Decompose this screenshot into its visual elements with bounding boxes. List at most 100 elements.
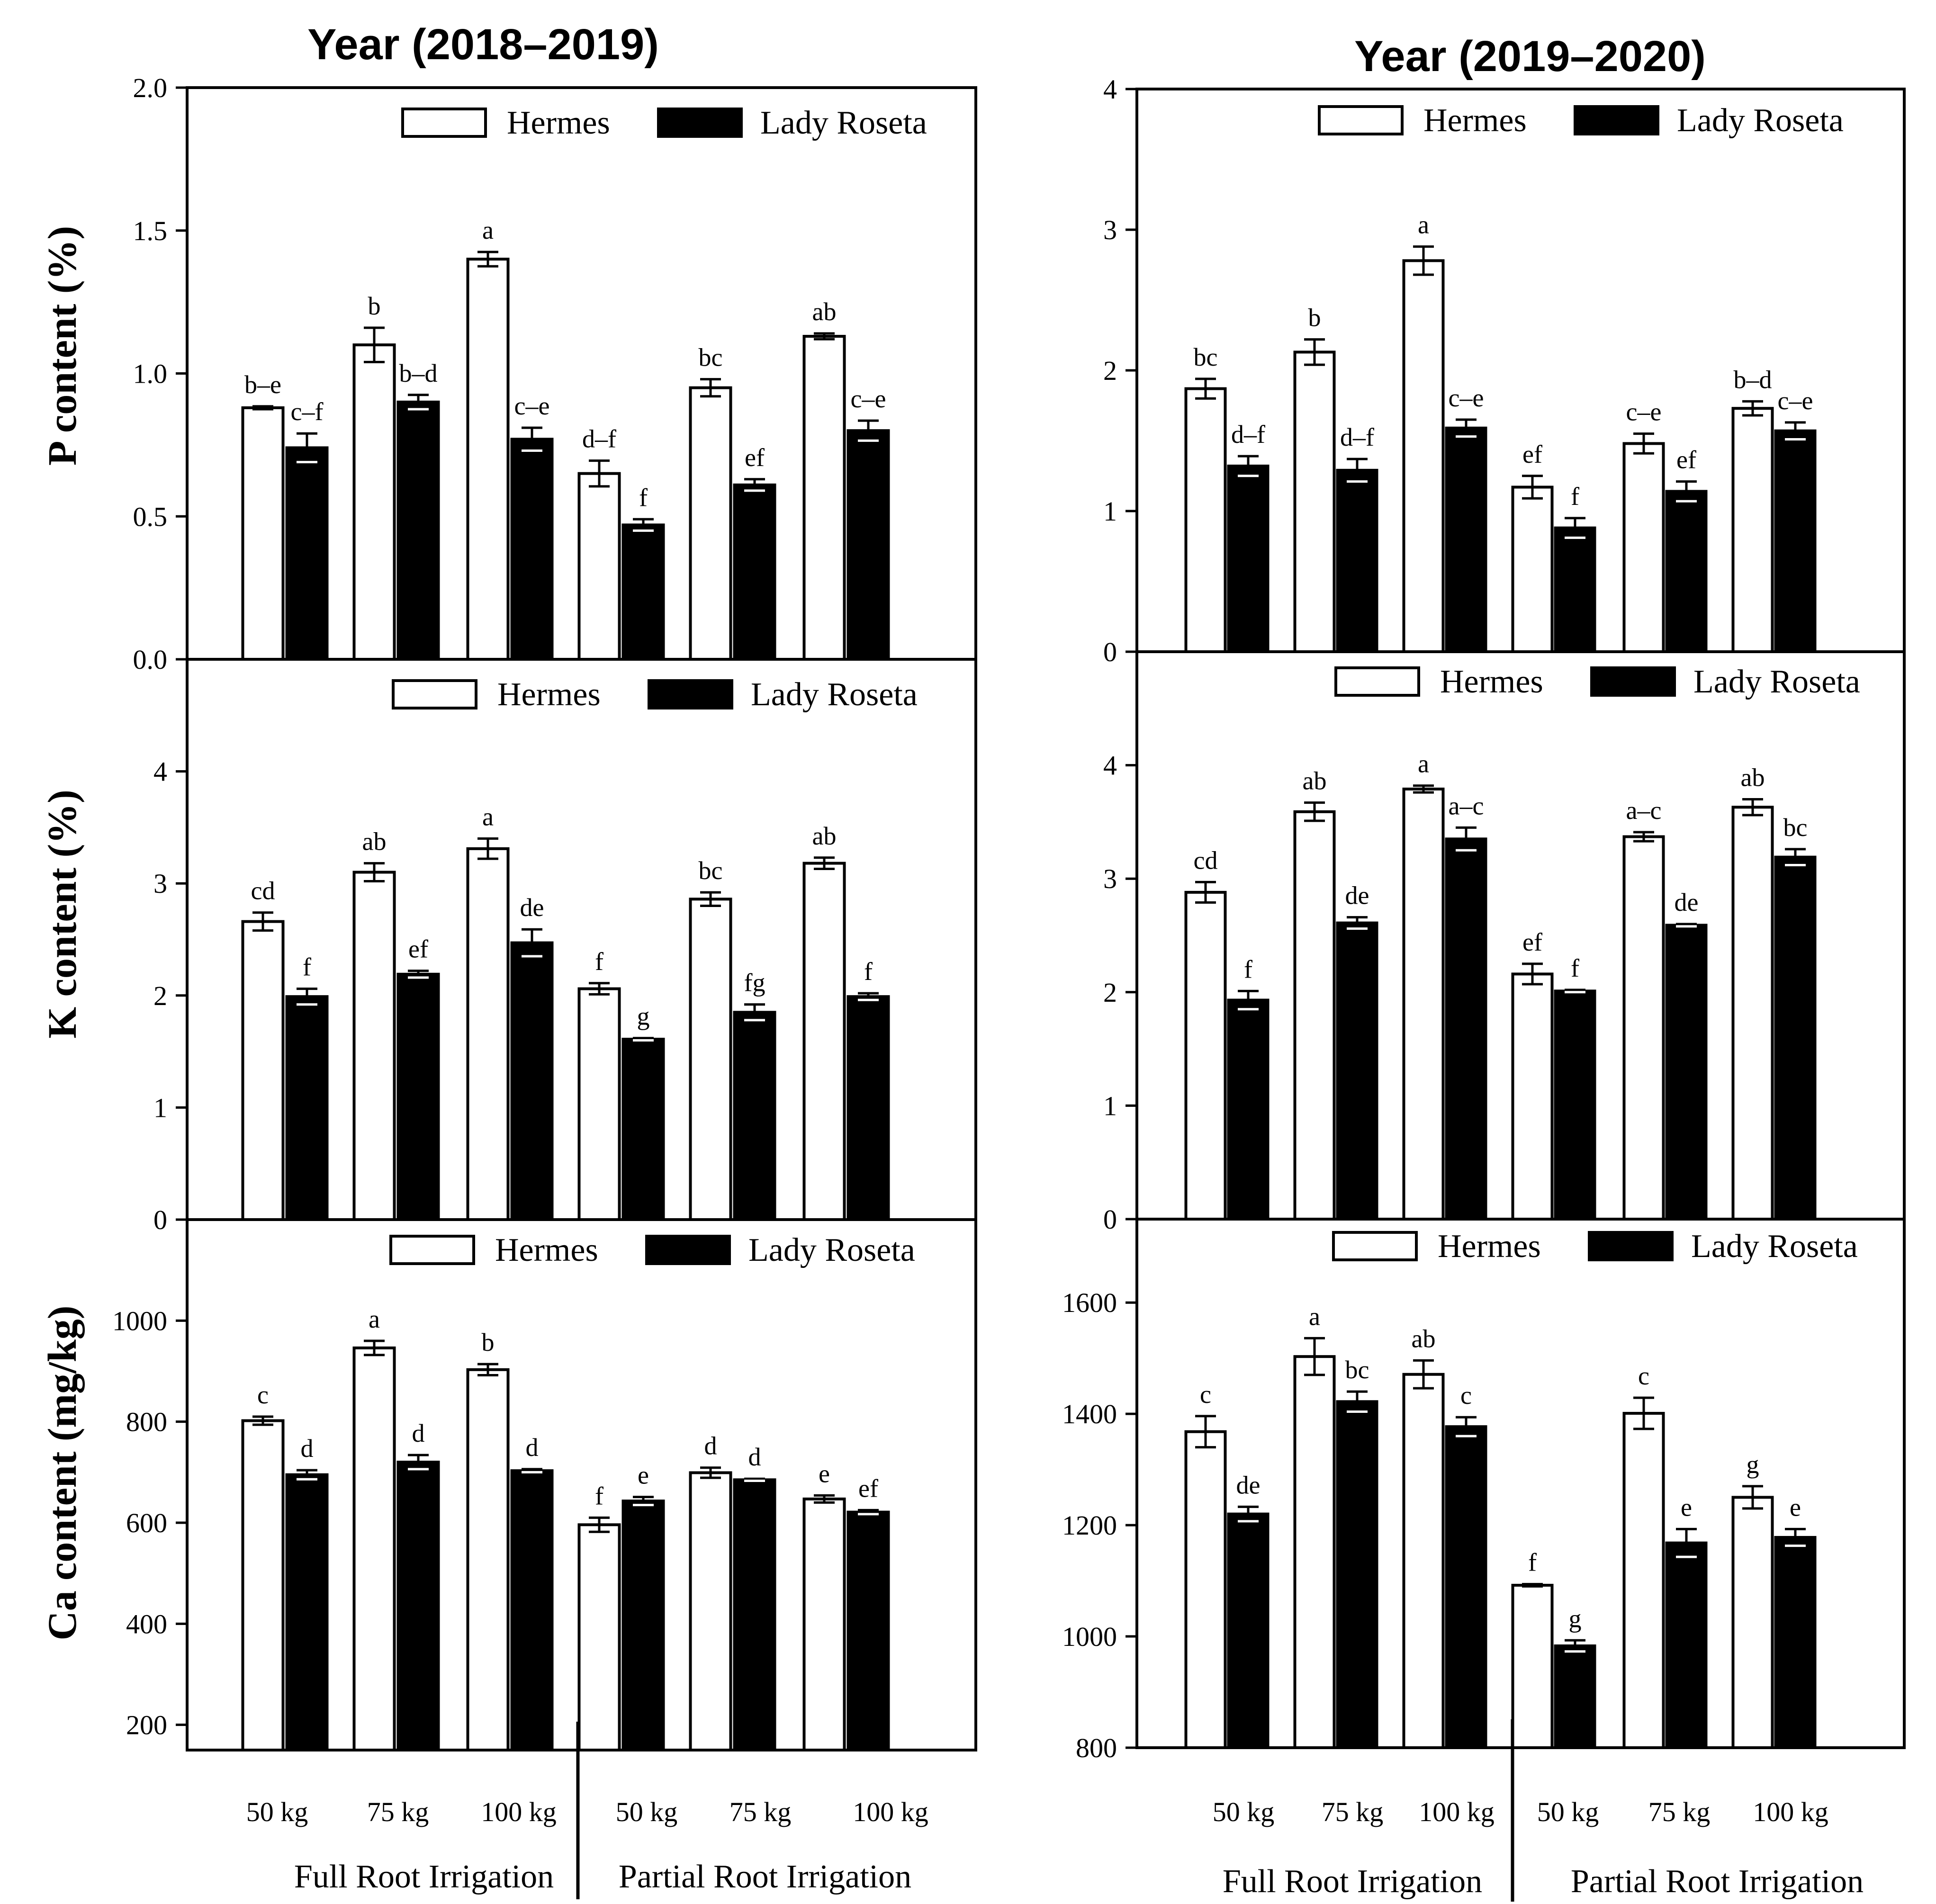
y-tick-label: 1200 [1062,1510,1117,1541]
legend-label-hermes: Hermes [495,1232,598,1268]
bar-lady-roseta [1336,1400,1378,1750]
y-tick-label: 2 [1103,355,1117,386]
legend-label-lady-roseta: Lady Roseta [748,1232,915,1268]
significance-label: a [482,216,494,244]
legend-swatch-lady-roseta [1574,105,1659,135]
y-tick-label: 4 [1103,74,1117,105]
significance-label: ef [1522,928,1542,956]
bar-lady-roseta [285,446,329,661]
bar-hermes [1184,890,1227,1221]
legend-swatch-hermes [1334,666,1420,697]
y-tick-label: 1000 [1062,1621,1117,1652]
significance-label: ab [812,822,837,850]
y-tick-label: 1600 [1062,1287,1117,1318]
legend-label-lady-roseta: Lady Roseta [760,105,927,141]
bar-hermes [352,1346,396,1751]
panel-0-0: 0.0 0.5 1.0 1.5 2.0 b–e b a d–f bc ab c–f b–d c–e f ef c… [133,72,977,675]
bar-hermes [1293,810,1336,1221]
y-tick-label: 1 [1103,496,1117,527]
y-tick-label: 1000 [112,1305,167,1336]
significance-label: cd [1194,846,1218,874]
legend-label-lady-roseta: Lady Roseta [1691,1228,1858,1265]
significance-label: de [1345,881,1369,910]
xcat-right-6: 100 kg [1753,1796,1828,1827]
column-title-2018-2019: Year (2018–2019) [307,20,659,69]
bar-lady-roseta [1445,1425,1487,1749]
bar-lady-roseta [733,1478,776,1751]
legend-label-hermes: Hermes [497,676,601,713]
significance-label: f [595,947,603,976]
xcat-left-3: 100 kg [481,1796,557,1827]
bar-hermes [352,871,396,1221]
xcat-left-2: 75 kg [367,1796,429,1827]
significance-label: c [1200,1380,1211,1409]
bar-lady-roseta [1227,998,1270,1221]
bar-lady-roseta [1665,924,1708,1221]
bar-hermes [1293,1355,1336,1749]
significance-label: a–c [1449,791,1484,820]
xcat-right-1: 50 kg [1213,1796,1275,1827]
bar-lady-roseta [733,1011,776,1221]
bar-hermes [352,343,396,661]
significance-label: b [482,1328,495,1356]
significance-label: f [303,953,311,981]
significance-label: g [1569,1604,1582,1633]
bar-hermes [241,920,285,1221]
xcat-right-4: 50 kg [1537,1796,1599,1827]
bar-hermes [802,862,846,1221]
bar-hermes [241,406,285,661]
legend-label-lady-roseta: Lady Roseta [1677,102,1844,139]
bar-hermes [1402,787,1445,1221]
significance-label: c [257,1381,269,1409]
y-tick-label: 0.0 [133,644,168,675]
significance-label: de [1675,888,1699,916]
significance-label: f [595,1482,603,1510]
y-tick-label: 4 [153,756,167,787]
legend-swatch-hermes [1318,105,1404,135]
bar-lady-roseta [510,941,554,1221]
y-tick-label: 400 [126,1608,167,1639]
bar-hermes [577,472,621,661]
ylabel-ca-content: Ca content (mg/kg) [39,1305,85,1640]
xcat-left-5: 75 kg [729,1796,792,1827]
y-tick-label: 800 [126,1407,167,1437]
significance-label: bc [699,856,723,885]
ylabel-p-content: P content (%) [39,226,85,466]
y-tick-label: 1.5 [133,216,168,246]
significance-label: ef [745,443,765,472]
legend-swatch-lady-roseta [1590,666,1676,697]
significance-label: ab [812,297,837,326]
bar-hermes [466,847,510,1221]
significance-label: a [369,1305,380,1333]
significance-label: d–f [1231,420,1265,449]
legend-swatch-lady-roseta [1588,1231,1674,1261]
group-full-root-left: Full Root Irrigation [294,1859,554,1895]
significance-label: f [1244,955,1252,983]
significance-label: ef [1522,440,1542,468]
significance-label: f [1571,954,1579,982]
significance-label: e [1790,1493,1801,1521]
bar-lady-roseta [1227,1512,1270,1750]
significance-label: cd [251,877,275,905]
significance-label: a [1418,211,1429,239]
significance-label: d [748,1443,761,1471]
significance-label: b [368,292,381,320]
bar-lady-roseta [621,523,665,661]
significance-label: bc [1783,813,1808,842]
bar-lady-roseta [846,1510,890,1752]
legend-label-hermes: Hermes [507,105,610,141]
legend-label-lady-roseta: Lady Roseta [751,676,918,713]
bar-hermes [1184,1430,1227,1750]
y-tick-label: 1400 [1062,1399,1117,1429]
significance-label: b–d [399,359,438,387]
significance-label: f [639,483,648,512]
significance-label: c–f [291,397,324,426]
significance-label: a–c [1626,796,1662,825]
column-title-2019-2020: Year (2019–2020) [1354,32,1706,81]
significance-label: d–f [1340,423,1374,451]
significance-label: c–e [1449,384,1484,412]
xcat-left-1: 50 kg [246,1796,308,1827]
y-tick-label: 2.0 [133,72,168,103]
bar-hermes [1511,485,1554,653]
significance-label: ef [1676,446,1696,474]
